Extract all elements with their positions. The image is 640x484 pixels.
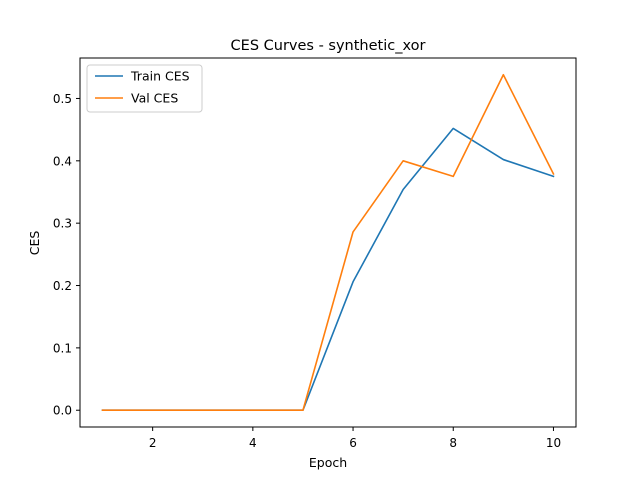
x-tick-label: 6 xyxy=(349,436,357,450)
x-tick-label: 4 xyxy=(249,436,257,450)
x-axis-label: Epoch xyxy=(309,455,347,470)
y-tick-label: 0.1 xyxy=(53,341,72,355)
plot-area-frame xyxy=(79,57,577,428)
axis-ticks: 2 4 6 8 10 0.0 0.1 0.2 0.3 0.4 0.5 xyxy=(53,92,561,450)
chart-title: CES Curves - synthetic_xor xyxy=(231,38,426,54)
legend: Train CES Val CES xyxy=(86,64,203,113)
y-tick-label: 0.0 xyxy=(53,404,72,418)
y-axis-label: CES xyxy=(27,231,42,256)
val-ces-line xyxy=(101,73,555,412)
y-tick-label: 0.3 xyxy=(53,217,72,231)
legend-label-val: Val CES xyxy=(131,91,178,106)
x-tick-label: 10 xyxy=(546,436,561,450)
x-tick-label: 8 xyxy=(449,436,457,450)
legend-label-train: Train CES xyxy=(130,69,190,84)
y-tick-label: 0.5 xyxy=(53,92,72,106)
x-tick-label: 2 xyxy=(149,436,157,450)
series-lines xyxy=(101,73,555,412)
y-tick-label: 0.4 xyxy=(53,154,72,168)
y-tick-label: 0.2 xyxy=(53,279,72,293)
